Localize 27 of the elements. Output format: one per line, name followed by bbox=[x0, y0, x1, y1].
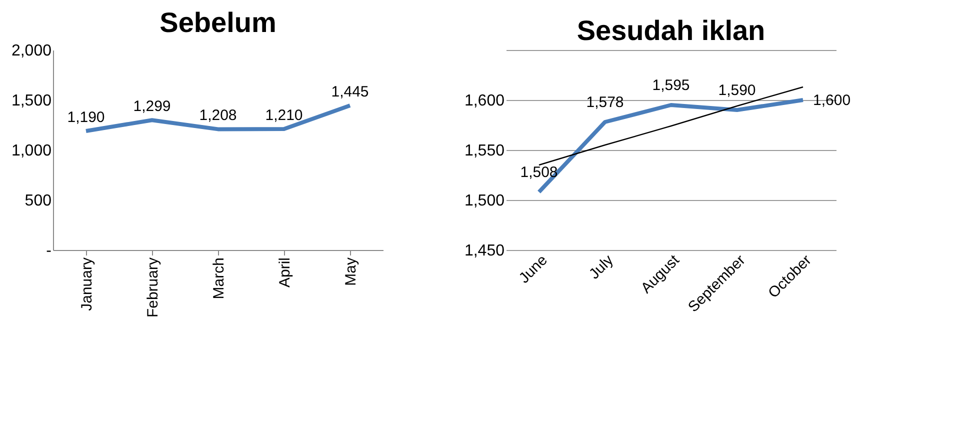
y-tick-label: 1,500 bbox=[11, 92, 52, 110]
x-tick-label: May bbox=[342, 257, 360, 286]
data-label: 1,600 bbox=[813, 92, 851, 109]
x-tick-label: March bbox=[210, 258, 228, 300]
y-tick-label: 1,600 bbox=[464, 92, 505, 110]
data-label: 1,445 bbox=[331, 84, 369, 100]
x-tick-label: July bbox=[586, 251, 618, 283]
y-tick-label: 2,000 bbox=[11, 42, 52, 60]
data-label: 1,590 bbox=[718, 82, 756, 99]
chart-title: Sebelum bbox=[160, 7, 276, 38]
y-tick-label: 1,450 bbox=[464, 242, 505, 260]
x-tick-label: January bbox=[78, 257, 96, 311]
chart-title: Sesudah iklan bbox=[576, 15, 766, 46]
x-tick-label: April bbox=[276, 258, 294, 288]
data-label: 1,578 bbox=[586, 94, 624, 111]
data-label: 1,595 bbox=[652, 77, 690, 94]
data-label: 1,210 bbox=[265, 107, 303, 124]
x-tick-label: February bbox=[144, 257, 162, 318]
y-tick-label: 1,550 bbox=[464, 142, 505, 160]
data-label: 1,190 bbox=[67, 109, 105, 126]
y-tick-label: 1,000 bbox=[11, 142, 52, 160]
y-tick-label: - bbox=[46, 242, 52, 260]
y-tick-label: 500 bbox=[24, 192, 52, 210]
y-tick-label: 1,500 bbox=[464, 192, 505, 210]
data-label: 1,299 bbox=[133, 98, 171, 116]
data-label: 1,508 bbox=[520, 164, 558, 181]
data-label: 1,208 bbox=[199, 107, 237, 124]
